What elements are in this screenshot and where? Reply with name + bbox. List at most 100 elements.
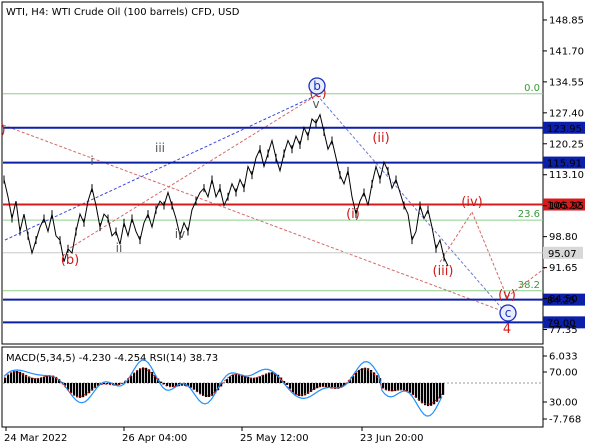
- macd-histogram-bar: [142, 367, 145, 383]
- price-tick-label: 120.25: [549, 139, 584, 150]
- level-label: 123.95: [547, 124, 582, 135]
- macd-histogram-bar: [439, 383, 442, 399]
- macd-histogram-bar: [202, 383, 205, 396]
- macd-histogram-bar: [97, 383, 100, 387]
- price-tick-label: 105.95: [549, 201, 584, 212]
- macd-histogram-bar: [292, 383, 295, 393]
- wave-label: 4: [503, 322, 511, 337]
- macd-histogram-bar: [154, 375, 157, 383]
- macd-histogram-bar: [436, 383, 439, 402]
- macd-histogram-bar: [229, 376, 232, 383]
- wave-label: (ii): [372, 131, 389, 146]
- macd-histogram-bar: [442, 383, 445, 395]
- macd-histogram-bar: [259, 376, 262, 383]
- main-panel-frame: [1, 1, 544, 345]
- macd-histogram-bar: [217, 383, 220, 391]
- macd-histogram-bar: [94, 383, 97, 389]
- macd-histogram-bar: [313, 383, 316, 390]
- macd-histogram-bar: [376, 375, 379, 383]
- indicator-tick-label: 70.00: [549, 368, 578, 379]
- macd-histogram-bar: [67, 383, 70, 390]
- macd-histogram-bar: [418, 383, 421, 401]
- macd-histogram-bar: [364, 367, 367, 383]
- macd-histogram-bar: [106, 383, 109, 385]
- macd-histogram-bar: [46, 375, 49, 383]
- price-tick-label: 91.65: [549, 263, 578, 274]
- macd-histogram-bar: [430, 383, 433, 406]
- macd-histogram-bar: [127, 379, 130, 383]
- macd-histogram-bar: [391, 383, 394, 392]
- level-label: 84.25: [547, 296, 576, 307]
- macd-histogram-bar: [52, 375, 55, 383]
- trend-lines: [2, 94, 546, 313]
- macd-histogram-bar: [298, 383, 301, 396]
- macd-histogram-bar: [208, 383, 211, 397]
- level-label: 115.91: [547, 159, 582, 170]
- macd-histogram-bar: [274, 372, 277, 383]
- macd-histogram-bar: [352, 376, 355, 383]
- wave-trend-line: [316, 94, 506, 313]
- wave-trend-line: [2, 124, 506, 313]
- macd-histogram-bar: [412, 383, 415, 396]
- macd-histogram-bar: [43, 376, 46, 383]
- macd-histogram-bar: [424, 383, 427, 406]
- wave-circle-marker: [499, 304, 517, 322]
- macd-histogram-bar: [421, 383, 424, 404]
- wave-label: (iv): [461, 195, 482, 210]
- macd-histogram-bar: [382, 383, 385, 389]
- macd-histogram-bar: [232, 374, 235, 383]
- macd-histogram-bar: [244, 375, 247, 383]
- macd-histogram-bar: [295, 383, 298, 395]
- macd-histogram-bar: [175, 383, 178, 387]
- macd-histogram-bar: [13, 371, 16, 383]
- rsi-line: [3, 359, 443, 417]
- indicator-axis: 6.033 70.00 30.00 -7.768: [543, 352, 581, 426]
- macd-histogram-bar: [307, 383, 310, 394]
- macd-histogram-bar: [166, 383, 169, 387]
- wave-label: (v): [498, 288, 516, 303]
- wave-trend-line: [69, 94, 318, 249]
- macd-histogram-bar: [70, 383, 73, 393]
- macd-histogram-bar: [409, 383, 412, 393]
- price-axis: 148.85 141.70 134.55 127.40 120.25 113.10 105.…: [543, 15, 584, 336]
- macd-histogram-bar: [238, 373, 241, 383]
- macd-histogram-bar: [349, 379, 352, 383]
- macd-histogram-bar: [331, 383, 334, 389]
- macd-histogram-bar: [316, 383, 319, 389]
- macd-histogram-bar: [163, 383, 166, 385]
- wave-label: (iii): [433, 264, 454, 279]
- macd-histogram-bar: [22, 373, 25, 383]
- fib-level-label: 0.0: [524, 83, 540, 94]
- wave-label: ): [0, 123, 5, 138]
- time-tick-label: 26 Apr 04:00: [122, 433, 187, 444]
- macd-histogram-bar: [247, 376, 250, 383]
- macd-histogram-bar: [385, 383, 388, 391]
- macd-histogram-bar: [40, 377, 43, 383]
- macd-histogram-bar: [340, 383, 343, 388]
- macd-histogram-bar: [130, 376, 133, 383]
- macd-histogram-bar: [250, 377, 253, 383]
- time-tick-label: 25 May 12:00: [240, 433, 309, 444]
- macd-histogram-bar: [397, 383, 400, 391]
- macd-histogram-bar: [433, 383, 436, 405]
- macd-histogram-bar: [394, 383, 397, 392]
- macd-histogram-bar: [301, 383, 304, 397]
- macd-histogram-bar: [277, 374, 280, 383]
- indicator-label: MACD(5,34,5) -4.230 -4.254 RSI(14) 38.73: [6, 353, 218, 364]
- price-tick-label: 141.70: [549, 46, 584, 57]
- fibonacci-levels: 0.0 23.6 38.2: [3, 83, 543, 292]
- projection-line: [439, 211, 473, 263]
- macd-histogram-bar: [169, 383, 172, 387]
- macd-histogram-bar: [211, 383, 214, 396]
- macd-histogram-bar: [367, 368, 370, 383]
- fib-level-label: 23.6: [518, 209, 540, 220]
- wave-label: iv: [175, 227, 185, 241]
- indicator-panel-frame: [1, 346, 544, 428]
- wave-label: (i): [346, 207, 360, 222]
- macd-histogram-bar: [148, 369, 151, 383]
- indicator-series: [3, 359, 543, 417]
- macd-histogram-bar: [190, 383, 193, 388]
- macd-histogram-bar: [139, 368, 142, 383]
- macd-histogram-bar: [193, 383, 196, 390]
